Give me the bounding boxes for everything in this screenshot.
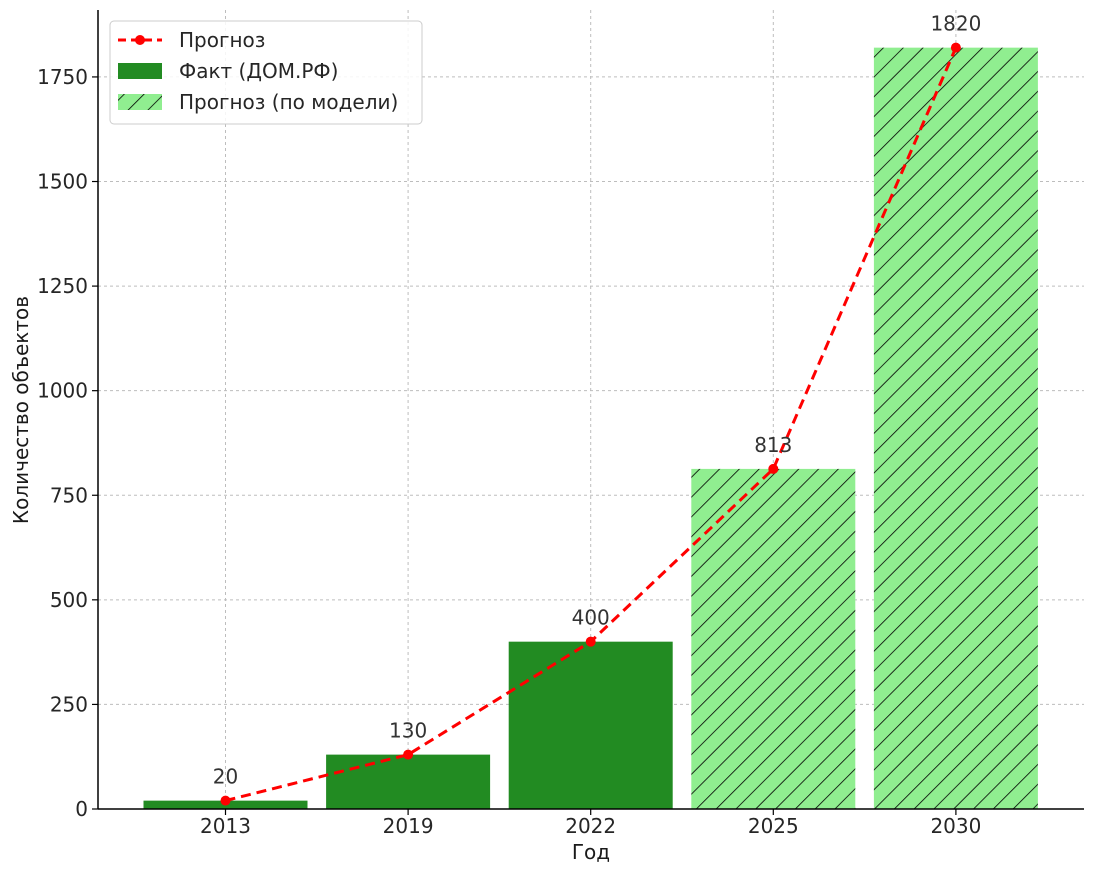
y-tick-label: 1250	[37, 274, 88, 298]
x-tick-label: 2019	[383, 814, 434, 838]
legend-box	[109, 20, 423, 125]
forecast-point	[220, 795, 231, 806]
data-label: 20	[213, 765, 238, 789]
y-tick-label: 250	[50, 692, 88, 716]
bars	[143, 47, 1038, 809]
legend-label: Факт (ДОМ.РФ)	[179, 59, 338, 83]
y-tick-label: 500	[50, 588, 88, 612]
legend-label: Прогноз (по модели)	[179, 90, 398, 114]
y-tick-label: 750	[50, 483, 88, 507]
bar-forecast	[873, 47, 1038, 809]
bar-fact	[326, 754, 491, 809]
forecast-point	[403, 749, 414, 760]
x-tick-label: 2013	[200, 814, 251, 838]
y-tick-label: 1500	[37, 170, 88, 194]
legend-solid-swatch	[118, 63, 162, 79]
y-tick-label: 1750	[37, 65, 88, 89]
legend: Прогноз Факт (ДОМ.РФ) Прогноз (по модели)	[109, 20, 423, 125]
data-label: 400	[572, 606, 610, 630]
legend-line-marker	[135, 35, 145, 45]
x-tick-label: 2025	[748, 814, 799, 838]
y-tick-label: 1000	[37, 379, 88, 403]
data-label: 813	[754, 433, 792, 457]
forecast-point	[950, 42, 961, 53]
x-tick-label: 2030	[930, 814, 981, 838]
x-axis-title: Год	[572, 840, 610, 864]
legend-hatched-swatch	[118, 94, 162, 110]
data-label: 1820	[930, 12, 981, 36]
x-tick-label: 2022	[565, 814, 616, 838]
data-labels: 20 130 400 813 1820	[213, 12, 982, 789]
data-label: 130	[389, 719, 427, 743]
y-axis-title: Количество объектов	[9, 296, 33, 524]
axes: 0 250 500 750 1000 1250 1500 1750 2013 2019 2022 20…	[37, 10, 1084, 838]
bar-forecast	[691, 468, 856, 809]
y-tick-label: 0	[75, 797, 88, 821]
legend-label: Прогноз	[179, 28, 265, 52]
forecast-point	[585, 636, 596, 647]
bar-fact	[508, 641, 673, 809]
forecast-line	[220, 42, 961, 806]
forecast-point	[768, 463, 779, 474]
